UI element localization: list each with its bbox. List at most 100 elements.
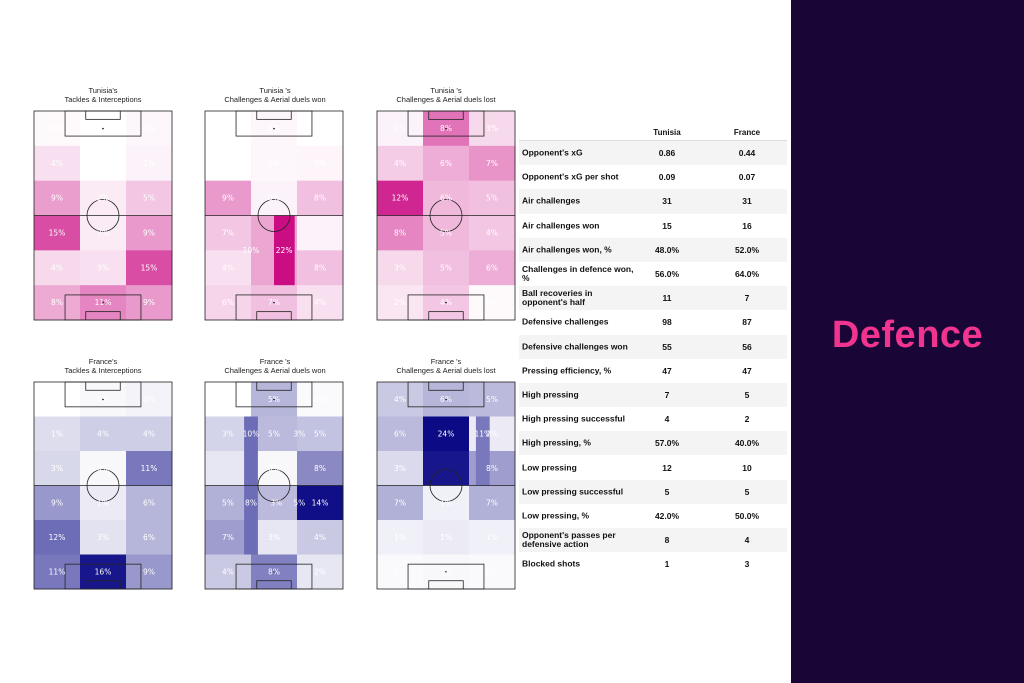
france-value: 87: [742, 317, 752, 328]
heatmap-cell: [377, 382, 424, 417]
table-row: Low pressing successful 5 5: [519, 479, 787, 504]
heatmap-zone-label: 8%: [245, 498, 257, 507]
heatmap-cell-label: 8%: [486, 464, 498, 473]
heatmap-cell: [251, 145, 298, 182]
tunisia-value: 42.0%: [654, 510, 680, 521]
heatmap-cell-label: 0%: [97, 395, 109, 404]
heatmap-cell-label: 6%: [440, 159, 452, 168]
table-row: Defensive challenges 98 87: [519, 310, 787, 334]
heatmap-cell-label: 9%: [51, 194, 63, 203]
title-line-1: France 's: [259, 357, 291, 366]
heatmap-cell: [126, 285, 173, 321]
title-line-1: Tunisia's: [88, 86, 118, 95]
row-label: Air challenges won, %: [522, 244, 612, 255]
row-label: Pressing efficiency, %: [522, 365, 612, 376]
row-label: Opponent's passes per defensive action: [522, 530, 616, 550]
pitch-lines: [376, 110, 516, 321]
heatmap-cell-label: 7%: [268, 298, 280, 307]
tunisia-value: 48.0%: [654, 244, 680, 255]
heatmap-cell-label: 11%: [49, 567, 66, 576]
heatmap-cell-label: 8%: [314, 194, 326, 203]
heatmap-cell-label: 1%: [394, 124, 406, 133]
heatmap-cell-label: 3%: [97, 533, 109, 542]
heatmap-cell-label: 0%: [97, 159, 109, 168]
heatmap-cell: [126, 451, 173, 486]
heatmap-cell: [205, 416, 252, 452]
heatmap-cell: [423, 520, 470, 555]
heatmap-title-tunisia-tackles: Tunisia's Tackles & Interceptions: [3, 86, 203, 104]
heatmap-cell: [126, 416, 173, 452]
heatmap-cell-label: 4%: [486, 228, 498, 237]
heatmap-cell: [377, 250, 424, 286]
table-row: Opponent's xG 0.86 0.44: [519, 141, 787, 166]
heatmap-cell: [377, 451, 424, 486]
table-row: High pressing, % 57.0% 40.0%: [519, 431, 787, 456]
row-label: High pressing: [522, 389, 579, 400]
heatmap-cell-label: 14%: [312, 498, 329, 507]
heatmap-cell: [34, 485, 81, 521]
heatmap-cell: [34, 451, 81, 486]
heatmap-cell: [297, 145, 344, 182]
column-header-france: France: [733, 128, 761, 137]
heatmap-cell: [205, 145, 252, 182]
tunisia-value: 57.0%: [654, 438, 680, 449]
table-row: Challenges in defence won, % 56.0% 64.0%: [519, 262, 787, 286]
heatmap-cell: [297, 554, 344, 590]
tunisia-value: 31: [662, 196, 672, 207]
heatmap-cell-label: 1%: [51, 429, 63, 438]
tunisia-value: 12: [662, 462, 672, 473]
pitch-lines: [204, 110, 344, 321]
title-line-1: Tunisia 's: [430, 86, 462, 95]
title-line-1: Tunisia 's: [259, 86, 291, 95]
heatmap-cell-label: 3%: [51, 464, 63, 473]
table-row: Pressing efficiency, % 47 47: [519, 359, 787, 383]
heatmap-cell: [377, 554, 424, 590]
table-row: Low pressing, % 42.0% 50.0%: [519, 504, 787, 528]
heatmap-cell-label: 4%: [222, 263, 234, 272]
heatmap-cell-label: 0%: [97, 124, 109, 133]
pitch-lines: [376, 381, 516, 590]
heatmap-cell-label: 6%: [143, 533, 155, 542]
row-label: Opponent's xG per shot: [522, 171, 619, 182]
heatmap-cell: [34, 520, 81, 555]
title-line-2: Challenges & Aerial duels lost: [396, 95, 496, 104]
heatmap-cell: [297, 180, 344, 216]
row-label: Low pressing, %: [522, 510, 590, 521]
heatmap-title-france-won: France 's Challenges & Aerial duels won: [175, 357, 375, 375]
tunisia-value: 0.09: [658, 172, 676, 183]
heatmap-cell-label: 9%: [143, 228, 155, 237]
heatmap-cell-label: 4%: [51, 159, 63, 168]
france-value: 7: [744, 293, 750, 304]
heatmap-cell-label: 6%: [222, 298, 234, 307]
heatmap-cell-label: 7%: [222, 228, 234, 237]
table-row: Opponent's xG per shot 0.09 0.07: [519, 165, 787, 189]
france-value: 64.0%: [734, 269, 760, 280]
heatmap-pitch: 0% 0% 0% 1% 4% 4% 3% 0% 11% 9% 1% 6% 12% 3% 6% 11% 16% 9%: [33, 381, 173, 590]
heatmap-cell-label: 8%: [51, 298, 63, 307]
france-value: 56: [742, 341, 752, 352]
heatmap-cell-label: 0%: [314, 395, 326, 404]
france-value: 0.44: [738, 148, 756, 159]
heatmap-cell: [126, 111, 173, 147]
title-line-1: France 's: [430, 357, 462, 366]
heatmap-cell: [205, 451, 252, 486]
title-line-2: Challenges & Aerial duels lost: [396, 366, 496, 375]
penalty-spots: [102, 127, 104, 304]
heatmap-cell: [297, 416, 344, 452]
france-value: 4: [744, 535, 750, 546]
heatmap-cell: [126, 180, 173, 216]
heatmap-cell: [423, 416, 470, 452]
heatmap-cell-label: 0%: [314, 124, 326, 133]
row-label: Air challenges won: [522, 220, 600, 231]
heatmap-cell-label: 1%: [440, 498, 452, 507]
heatmap-cell: [297, 111, 344, 147]
heatmap-cell: [377, 520, 424, 555]
heatmap-cell: [297, 250, 344, 286]
heatmap-cell-label: 4%: [394, 395, 406, 404]
tunisia-value: 55: [662, 341, 672, 352]
heatmap-cell-label: 2%: [394, 298, 406, 307]
heatmap-cell: [377, 145, 424, 182]
heatmap-cell-label: 9%: [222, 194, 234, 203]
heatmap-cell: [423, 451, 470, 486]
row-label: Air challenges: [522, 195, 581, 206]
